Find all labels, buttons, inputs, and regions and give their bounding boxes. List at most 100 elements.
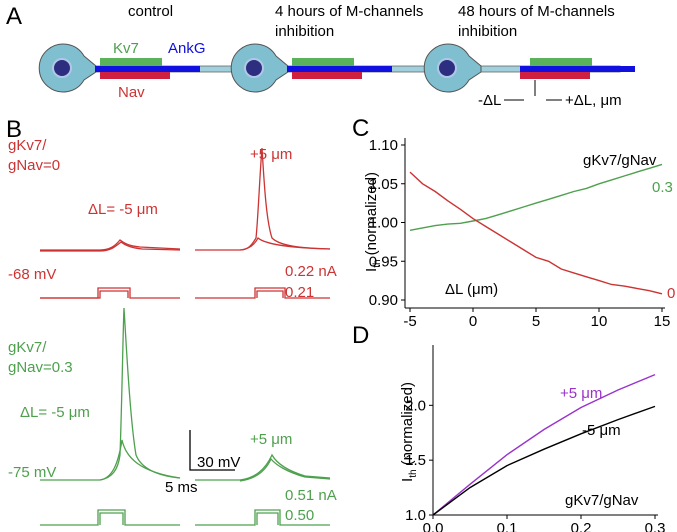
trace [40, 307, 181, 481]
panel-label: A [6, 3, 22, 30]
rest-label: -75 mV [8, 464, 56, 481]
trace [239, 236, 331, 251]
y-label-text: (normalized) [399, 382, 416, 465]
ratio-label: gKv7/ [8, 339, 47, 356]
shift-marker [504, 80, 562, 101]
ratio-label: gNav=0.3 [8, 359, 73, 376]
y-label-subscript: th [408, 469, 419, 477]
scale-label: 30 mV [197, 454, 240, 471]
kv7-bar [292, 58, 354, 66]
trace [40, 241, 181, 252]
trace [195, 453, 331, 481]
stimulus [256, 512, 279, 525]
shift-label: -ΔL [478, 92, 501, 109]
series-label: -5 μm [582, 422, 621, 439]
nucleus [244, 58, 264, 78]
neurons [38, 43, 635, 93]
y-tick-label: 1.05 [369, 176, 398, 193]
x-tick-label: 5 [532, 313, 540, 330]
condition-title: inhibition [275, 23, 334, 40]
current-label: 0.21 [285, 284, 314, 301]
ankg-bar [520, 66, 635, 72]
nav-bar [100, 72, 170, 79]
y-tick-label: 0.90 [369, 292, 398, 309]
nav-bar [520, 72, 590, 79]
panel-label: B [6, 116, 22, 143]
y-tick-label: 1.5 [405, 452, 426, 469]
current-label: 0.50 [285, 507, 314, 524]
y-axis-label: Ith (normalized) [363, 172, 383, 272]
ankg-label: AnkG [168, 40, 206, 57]
y-tick-label: 1.10 [369, 137, 398, 154]
rest-label: -68 mV [8, 266, 56, 283]
trace [99, 439, 181, 481]
current-label: 0.22 nA [285, 263, 337, 280]
stimulus [40, 509, 180, 526]
scale-label: 5 ms [165, 479, 198, 496]
red-traces [40, 147, 331, 299]
trace-label: +5 μm [250, 431, 292, 448]
trace [195, 147, 331, 251]
y-tick-label: 2.0 [405, 397, 426, 414]
series-line [432, 405, 656, 516]
ankg-bar [95, 66, 200, 72]
stimulus [195, 287, 330, 299]
y-axis-label: Ith (normalized) [399, 382, 419, 482]
series-label: 0.3 [652, 179, 673, 196]
x-tick-label: 0.0 [423, 520, 444, 532]
nucleus [437, 58, 457, 78]
ankg-bar [287, 66, 392, 72]
trace-label: ΔL= -5 μm [20, 404, 90, 421]
trace-label: ΔL= -5 μm [88, 201, 158, 218]
green-traces [40, 307, 331, 526]
stimulus [99, 512, 124, 525]
trace [239, 457, 331, 482]
condition-title: inhibition [458, 23, 517, 40]
x-tick-label: 15 [654, 313, 671, 330]
y-label-text: (normalized) [363, 172, 380, 255]
condition-title: 48 hours of M-channels [458, 3, 615, 20]
series-line [432, 373, 656, 516]
panel-label: C [352, 115, 369, 142]
x-tick-label: 0.2 [571, 520, 592, 532]
y-tick-label: 1.0 [405, 507, 426, 524]
x-axis-label: gKv7/gNav [565, 492, 639, 509]
legend-title: gKv7/gNav [583, 152, 657, 169]
x-tick-label: 0 [469, 313, 477, 330]
x-tick-label: 0.1 [497, 520, 518, 532]
stimulus [195, 509, 330, 526]
y-label-subscript: th [372, 259, 383, 267]
kv7-bar [100, 58, 162, 66]
ratio-label: gNav=0 [8, 157, 60, 174]
shift-label: +ΔL, μm [565, 92, 622, 109]
kv7-bar [530, 58, 592, 66]
nav-bar [292, 72, 362, 79]
x-axis-label: ΔL (μm) [445, 281, 498, 298]
condition-title: 4 hours of M-channels [275, 3, 423, 20]
stimulus [40, 287, 180, 299]
ratio-label: gKv7/ [8, 137, 47, 154]
y-label-symbol: I [363, 268, 380, 272]
series-label: +5 μm [560, 385, 602, 402]
series-line [409, 171, 663, 295]
y-tick-label: 0.95 [369, 253, 398, 270]
y-tick-label: 1.00 [369, 215, 398, 232]
trace [40, 239, 181, 251]
current-label: 0.51 nA [285, 487, 337, 504]
stimulus [40, 290, 129, 299]
nav-label: Nav [118, 84, 145, 101]
y-label-symbol: I [399, 478, 416, 482]
nucleus [52, 58, 72, 78]
x-tick-label: 10 [591, 313, 608, 330]
condition-title: control [128, 3, 173, 20]
kv7-label: Kv7 [113, 40, 139, 57]
series-line [409, 163, 663, 231]
stimulus [256, 290, 284, 298]
x-tick-label: -5 [403, 313, 416, 330]
x-tick-label: 0.3 [645, 520, 666, 532]
series-label: 0 [667, 285, 675, 302]
panel-label: D [352, 322, 369, 349]
trace-label: +5 μm [250, 146, 292, 163]
